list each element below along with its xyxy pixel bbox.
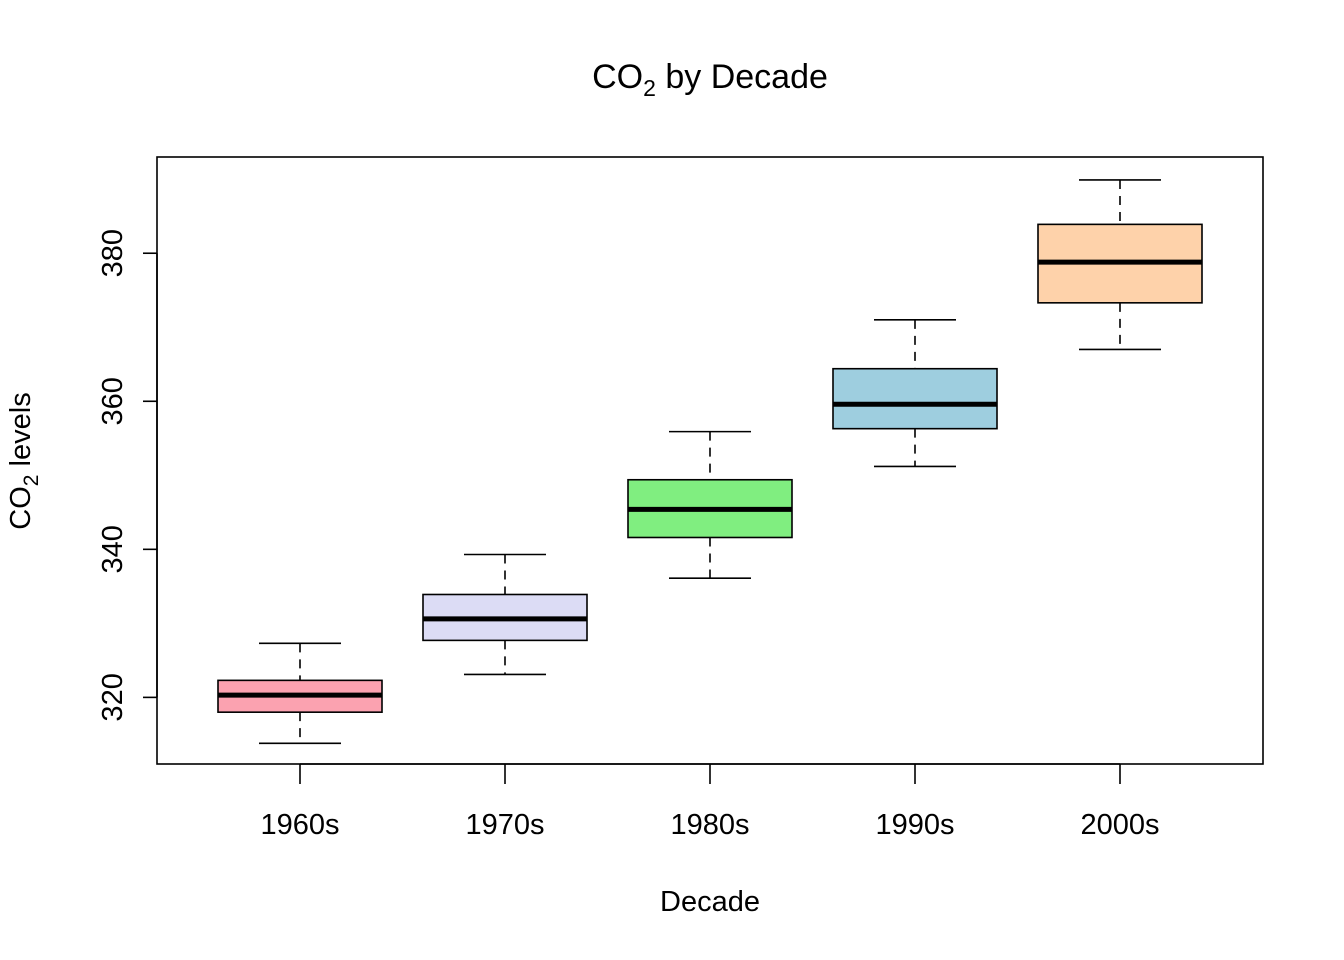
box-1990s <box>832 319 998 468</box>
x-tick-label: 1960s <box>260 809 339 841</box>
x-tick-label: 1970s <box>465 809 544 841</box>
x-tick-label: 1980s <box>670 809 749 841</box>
x-axis: 1960s 1970s 1980s 1990s 2000s <box>260 763 1160 841</box>
y-axis-title-base: CO <box>5 486 37 530</box>
y-axis-title-subscript: 2 <box>20 475 43 487</box>
box-2000s <box>1037 179 1203 351</box>
x-tick-label: 1990s <box>875 809 954 841</box>
box-1980s <box>627 430 793 579</box>
x-tick-label: 2000s <box>1080 809 1159 841</box>
box-1960s <box>217 642 383 745</box>
y-tick-label: 380 <box>97 229 129 277</box>
y-axis-title: CO2 levels <box>5 392 43 529</box>
y-axis-title-rest: levels <box>5 392 37 474</box>
y-axis: 320 340 360 380 <box>97 229 158 722</box>
chart-title: CO2 by Decade <box>592 58 828 101</box>
x-axis-title: Decade <box>660 886 760 918</box>
chart-title-subscript: 2 <box>643 75 656 101</box>
y-tick-label: 360 <box>97 377 129 425</box>
box-1970s <box>422 553 588 676</box>
boxes-group <box>217 179 1203 745</box>
chart-title-base: CO <box>592 58 643 96</box>
iqr-box <box>832 367 998 430</box>
y-tick-label: 320 <box>97 673 129 721</box>
chart-title-rest: by Decade <box>656 58 828 96</box>
y-tick-label: 340 <box>97 525 129 573</box>
